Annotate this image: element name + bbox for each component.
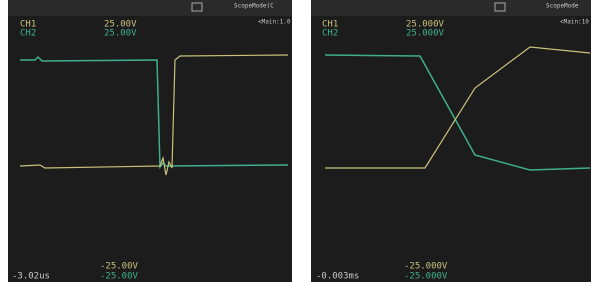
ch2-min: -25.000V <box>404 272 448 282</box>
timebase: <Main:10 <box>560 19 589 26</box>
scope-panel: ScopeMode <Main:10 CH1 CH2 25.000V 25.00… <box>311 0 591 282</box>
scope-panel: ScopeMode(C <Main:1.0 CH1 CH2 25.00V 25.… <box>8 0 292 282</box>
time-offset: -3.02us <box>12 272 50 282</box>
ch2-scale: 25.00V <box>104 29 137 39</box>
mode-label: ScopeMode <box>546 3 579 10</box>
ch2-min: -25.00V <box>100 272 139 282</box>
screen <box>8 0 292 282</box>
ch2-label: CH2 <box>20 29 36 39</box>
ch2-scale: 25.000V <box>406 29 445 39</box>
ch2-label: CH2 <box>322 29 338 39</box>
screenshot: ScopeMode(C <Main:1.0 CH1 CH2 25.00V 25.… <box>0 0 591 282</box>
time-offset: -0.003ms <box>316 272 359 282</box>
ch1-min: -25.00V <box>100 262 139 272</box>
screen <box>311 0 591 282</box>
ch1-min: -25.000V <box>404 262 448 272</box>
timebase: <Main:1.0 <box>258 19 291 26</box>
mode-label: ScopeMode(C <box>234 3 274 10</box>
